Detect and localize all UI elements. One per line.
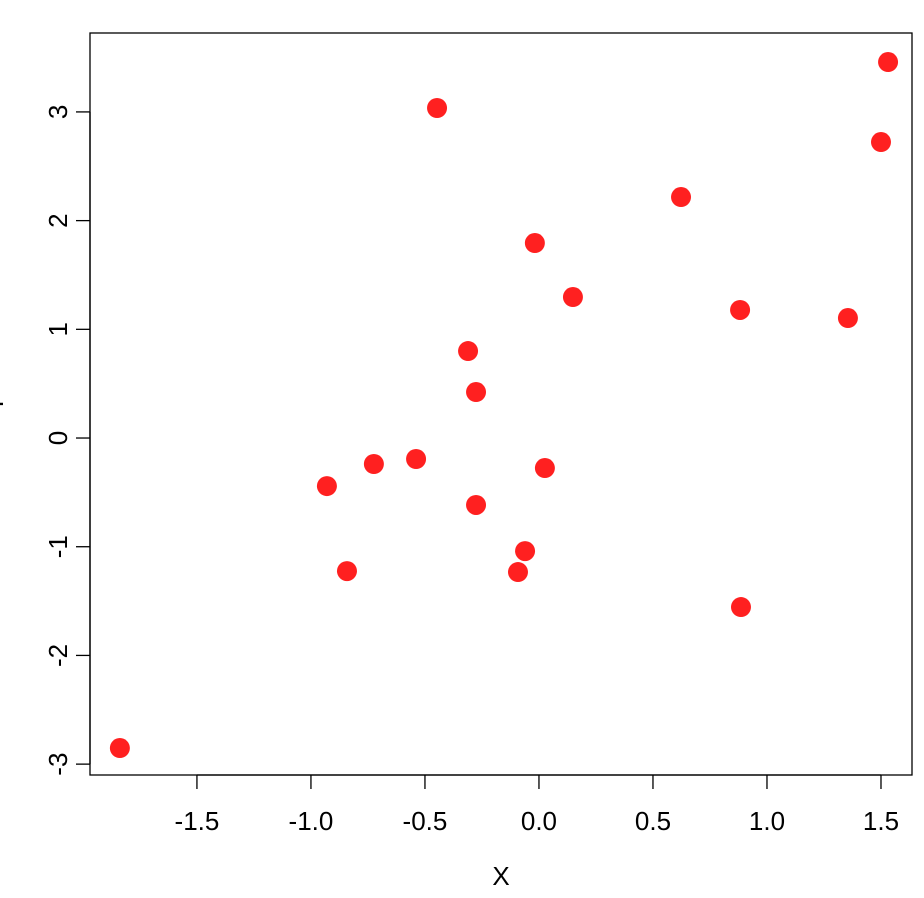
x-tick-label: 1.0 <box>749 806 785 836</box>
y-tick-label: 2 <box>43 213 73 227</box>
point <box>363 454 384 475</box>
x-tick-label: 1.5 <box>863 806 899 836</box>
x-tick-label: -1.5 <box>175 806 220 836</box>
point <box>458 341 479 362</box>
point <box>870 132 891 153</box>
point <box>466 494 487 515</box>
point <box>837 308 858 329</box>
y-tick-label: -1 <box>43 535 73 558</box>
point <box>730 299 751 320</box>
point <box>671 187 692 208</box>
point <box>730 597 751 618</box>
point <box>524 233 545 254</box>
plot-frame <box>89 32 913 776</box>
point <box>427 98 448 119</box>
y-tick-label: -2 <box>43 644 73 667</box>
x-tick-label: -0.5 <box>403 806 448 836</box>
point <box>109 738 130 759</box>
y-tick-label: 0 <box>43 431 73 445</box>
point <box>336 561 357 582</box>
point <box>562 287 583 308</box>
x-axis-label: X <box>492 861 509 891</box>
point <box>534 458 555 479</box>
point <box>406 449 427 470</box>
point <box>466 382 487 403</box>
y-tick-label: 3 <box>43 105 73 119</box>
y-tick-label: 1 <box>43 322 73 336</box>
y-tick-label: -3 <box>43 753 73 776</box>
point <box>878 52 899 73</box>
y-axis-label: Y <box>0 395 9 412</box>
x-tick-label: -1.0 <box>289 806 334 836</box>
point <box>515 541 536 562</box>
x-tick-label: 0.5 <box>635 806 671 836</box>
point <box>316 476 337 497</box>
x-tick-label: 0.0 <box>521 806 557 836</box>
point <box>507 562 528 583</box>
